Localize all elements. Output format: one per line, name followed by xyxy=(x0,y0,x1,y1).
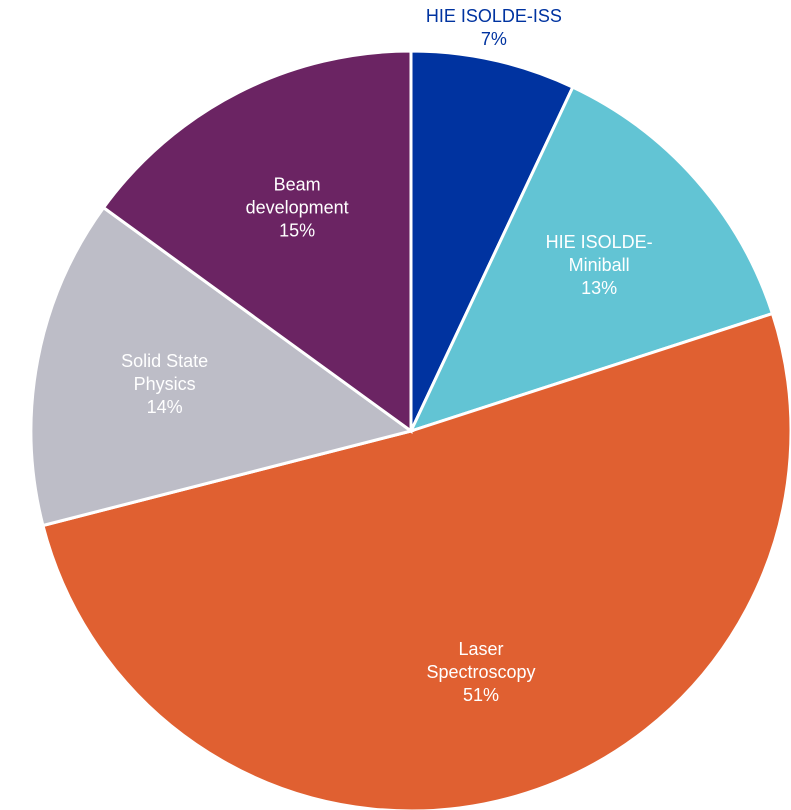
pie-label-hie-isolde-iss: HIE ISOLDE-ISS 7% xyxy=(426,6,562,49)
pie-label-laser-spectroscopy: Laser Spectroscopy 51% xyxy=(426,639,535,705)
pie-label-line: Laser xyxy=(458,639,503,659)
pie-label-hie-isolde-miniball: HIE ISOLDE- Miniball 13% xyxy=(546,232,653,298)
pie-label-value: 13% xyxy=(581,278,617,298)
pie-label-value: 14% xyxy=(147,397,183,417)
pie-slice-solid-state-physics xyxy=(29,205,415,528)
pie-label-line: HIE ISOLDE- xyxy=(546,232,653,252)
pie-label-line: development xyxy=(246,198,349,218)
pie-slice-hie-isolde-iss xyxy=(409,49,575,432)
pie-label-beam-development: Beam development 15% xyxy=(246,175,349,241)
pie-label-line: Physics xyxy=(134,374,196,394)
pie-label-value: 15% xyxy=(279,221,315,241)
pie-label-line: Miniball xyxy=(569,255,630,275)
pie-labels: HIE ISOLDE-ISS 7% HIE ISOLDE- Miniball 13% La… xyxy=(121,6,653,705)
pie-label-value: 51% xyxy=(463,685,499,705)
pie-slice-beam-development xyxy=(101,49,413,434)
pie-label-solid-state-physics: Solid State Physics 14% xyxy=(121,351,208,417)
pie-slice-laser-spectroscopy xyxy=(41,311,791,810)
pie-label-line: HIE ISOLDE-ISS xyxy=(426,6,562,26)
pie-label-line: Spectroscopy xyxy=(426,662,535,682)
pie-label-line: Beam xyxy=(274,175,321,195)
pie-label-value: 7% xyxy=(481,29,507,49)
pie-label-line: Solid State xyxy=(121,351,208,371)
pie-slices xyxy=(29,49,791,810)
pie-slice-hie-isolde-miniball xyxy=(408,85,775,434)
